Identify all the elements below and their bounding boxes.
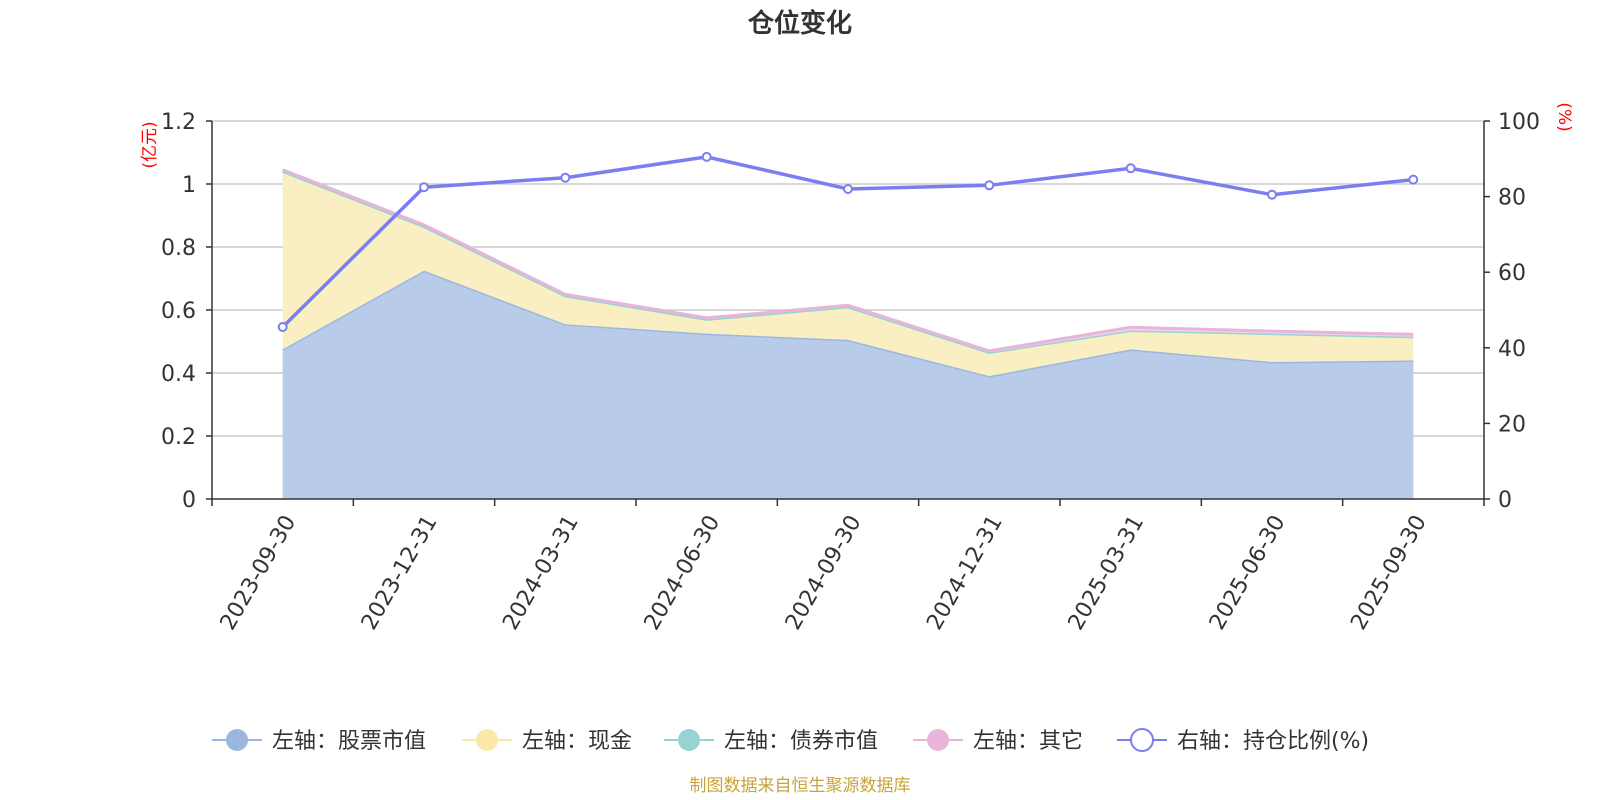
legend-marker [226, 729, 248, 751]
x-axis-tick-label: 2025-09-30 [1346, 511, 1432, 634]
ratio-point [1125, 163, 1136, 174]
legend-label: 左轴：股票市值 [272, 729, 426, 754]
ratio-line [277, 151, 1419, 332]
x-axis-tick-label: 2024-03-31 [498, 511, 584, 634]
left-axis-tick-label: 0.6 [161, 299, 196, 324]
legend-label: 右轴：持仓比例(%) [1177, 729, 1369, 754]
x-axis-tick-label: 2025-03-31 [1064, 511, 1150, 634]
right-axis-tick-label: 60 [1498, 261, 1526, 286]
legend-label: 左轴：债券市值 [724, 729, 878, 754]
ratio-point [984, 180, 995, 191]
right-axis-tick-label: 0 [1498, 488, 1512, 513]
right-axis-tick-label: 100 [1498, 110, 1540, 135]
legend-label: 左轴：现金 [522, 729, 632, 754]
ratio-point [701, 151, 712, 162]
ratio-point [1408, 174, 1419, 185]
ratio-point [1267, 189, 1277, 200]
area-左轴：现金 [282, 171, 1414, 377]
legend-marker [476, 729, 498, 751]
area-edge-左轴：其它 [282, 168, 1414, 353]
legend-label: 左轴：其它 [973, 729, 1083, 754]
left-axis-tick-label: 0 [182, 488, 196, 513]
right-axis-tick-label: 20 [1498, 412, 1526, 437]
source-note: 制图数据来自恒生聚源数据库 [690, 776, 911, 796]
x-axis-tick-label: 2024-09-30 [781, 511, 867, 634]
legend-marker [927, 729, 949, 751]
left-axis-tick-label: 0.2 [161, 425, 196, 450]
left-axis-tick-label: 0.8 [161, 236, 196, 261]
ratio-point [277, 322, 288, 332]
x-axis-tick-label: 2024-06-30 [640, 511, 726, 634]
right-axis-tick-label: 40 [1498, 337, 1526, 362]
x-axis-tick-label: 2023-12-31 [357, 511, 443, 634]
left-axis-unit: (亿元) [140, 121, 160, 168]
stacked-areas [281, 168, 1414, 499]
ratio-point [419, 182, 429, 193]
legend-marker [678, 729, 700, 751]
left-axis-tick-label: 1 [182, 173, 196, 198]
x-axis-tick-label: 2025-06-30 [1205, 511, 1291, 634]
x-axis-tick-label: 2023-09-30 [216, 511, 302, 634]
right-axis-unit: (%) [1554, 102, 1574, 131]
left-axis-tick-label: 1.2 [161, 110, 196, 135]
ratio-point [843, 184, 853, 194]
legend-marker [1130, 728, 1154, 752]
left-axis-tick-label: 0.4 [161, 362, 196, 387]
area-左轴：其它 [282, 169, 1414, 353]
chart-title: 仓位变化 [747, 8, 852, 39]
legend: 左轴：股票市值 左轴：现金 左轴：债券市值 左轴：其它 右轴：持仓比例(%) [212, 728, 1369, 754]
area-左轴：股票市值 [282, 270, 1414, 499]
right-axis-tick-label: 80 [1498, 186, 1526, 211]
x-axis-tick-label: 2024-12-31 [922, 511, 1008, 634]
ratio-point [560, 172, 571, 183]
